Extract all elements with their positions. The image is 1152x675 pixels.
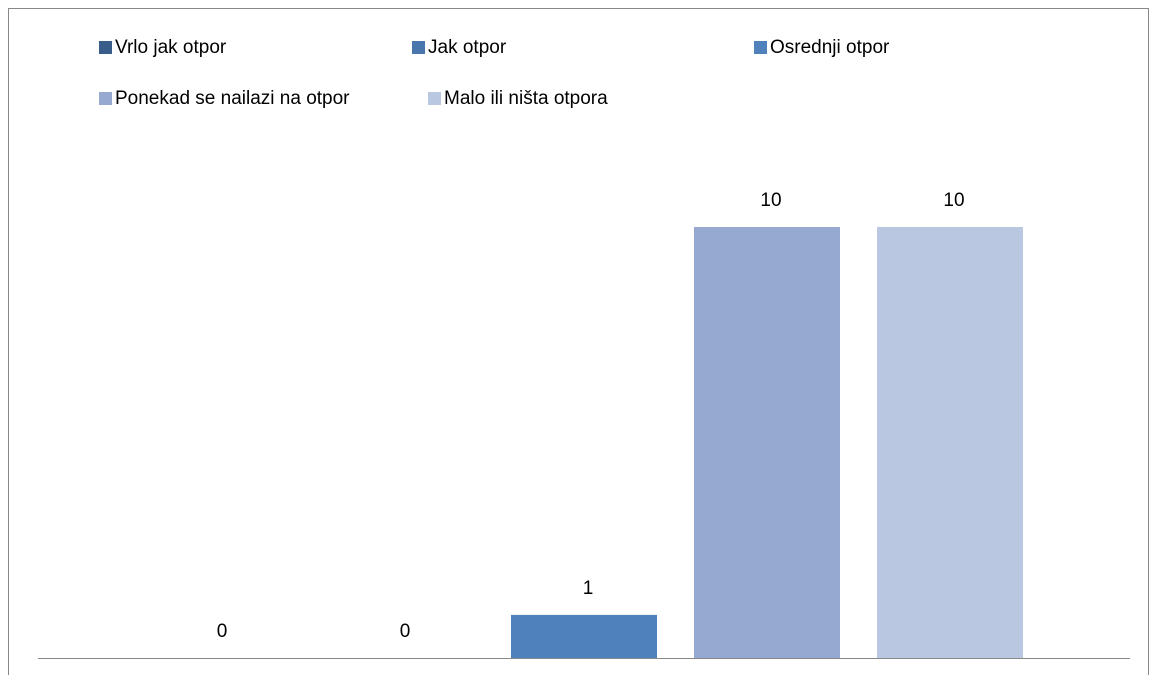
bar bbox=[694, 227, 840, 658]
legend-swatch bbox=[99, 41, 112, 54]
legend-swatch bbox=[412, 41, 425, 54]
chart-frame bbox=[8, 8, 1149, 675]
data-label: 0 bbox=[217, 621, 228, 642]
legend-label: Jak otpor bbox=[428, 37, 507, 58]
legend-label: Malo ili ništa otpora bbox=[444, 88, 608, 109]
data-label: 1 bbox=[583, 578, 594, 599]
data-label: 10 bbox=[943, 190, 964, 211]
legend-label: Osrednji otpor bbox=[770, 37, 890, 58]
bar bbox=[877, 227, 1023, 658]
data-label: 0 bbox=[400, 621, 411, 642]
legend-label: Vrlo jak otpor bbox=[115, 37, 227, 58]
data-label: 10 bbox=[760, 190, 781, 211]
bar bbox=[511, 614, 657, 658]
legend-swatch bbox=[754, 41, 767, 54]
legend-swatch bbox=[428, 92, 441, 105]
legend-swatch bbox=[99, 92, 112, 105]
legend-label: Ponekad se nailazi na otpor bbox=[115, 88, 350, 109]
